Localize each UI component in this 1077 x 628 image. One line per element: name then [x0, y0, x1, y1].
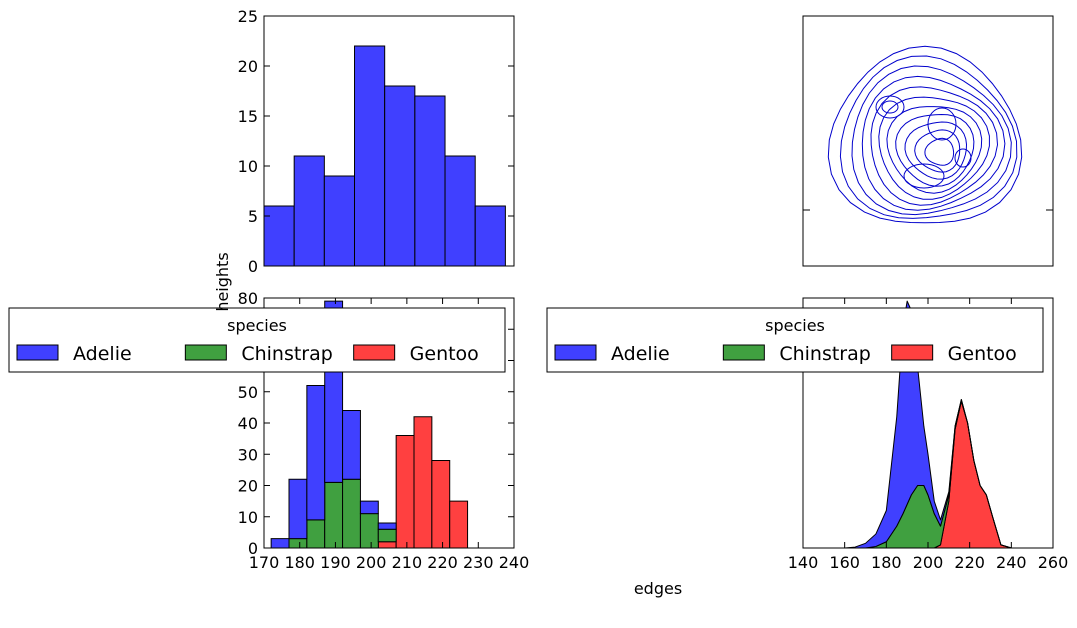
bottom-left-xtick-label-0: 170	[249, 553, 280, 572]
bottom-left-xtick-label-2: 190	[320, 553, 351, 572]
legend-title-bottom-left: species	[227, 316, 287, 335]
bar-chinstrap-5	[359, 513, 379, 549]
contour-peak-4	[903, 163, 945, 189]
contour-line-3	[861, 75, 1006, 211]
contour-line-6	[886, 106, 983, 194]
contour-line-2	[851, 65, 1012, 216]
legend-entry-gentoo-0: Gentoo	[410, 343, 479, 365]
bottom-left-xtick-label-1: 180	[284, 553, 315, 572]
legend-swatch-chinstrap-1	[722, 344, 765, 361]
bar-gentoo-6	[377, 541, 397, 549]
legend-swatch-chinstrap-0	[184, 344, 227, 361]
stacked-kde-bottom-right: 140 160 180 200 220 240 260	[788, 297, 1069, 572]
legend-entry-adelie-0: Adelie	[73, 343, 132, 365]
bar-top-left-2	[323, 175, 356, 267]
bar-chinstrap-1	[288, 538, 308, 549]
bar-adelie-6	[377, 522, 397, 530]
bottom-left-xtick-label-5: 220	[427, 553, 458, 572]
bar-gentoo-10	[449, 500, 469, 549]
bar-adelie-5	[359, 500, 379, 515]
bottom-left-xtick-label-7: 240	[499, 553, 530, 572]
contour-line-9	[914, 129, 961, 173]
bar-gentoo-7	[395, 435, 415, 549]
top-left-ytick-label-4: 20	[238, 57, 258, 76]
contour-peak-3	[954, 148, 972, 168]
kde-contour-top-right	[802, 15, 1054, 267]
contour-line-8	[904, 121, 968, 180]
top-left-ytick-label-5: 25	[238, 7, 258, 26]
contour-peak-1	[875, 95, 905, 119]
bottom-left-ytick-label-3: 30	[238, 445, 258, 464]
x-axis-label: edges	[634, 579, 682, 598]
contour-peak-0	[881, 100, 899, 114]
contour-line-4	[870, 86, 999, 206]
bar-top-left-3	[354, 45, 386, 267]
bottom-left-ytick-label-8: 80	[238, 289, 258, 308]
legend-entry-chinstrap-0: Chinstrap	[241, 343, 332, 365]
bottom-right-xtick-label-2: 180	[871, 553, 902, 572]
contour-line-0	[827, 45, 1023, 224]
bar-chinstrap-6	[377, 528, 397, 543]
legend-entry-adelie-1: Adelie	[611, 343, 670, 365]
bar-top-left-6	[444, 155, 476, 267]
contour-line-7	[895, 113, 975, 187]
top-left-ytick-label-0: 0	[248, 257, 258, 276]
bottom-right-xtick-label-3: 200	[913, 553, 944, 572]
contour-line-10	[924, 137, 955, 166]
top-left-ytick-label-3: 15	[238, 107, 258, 126]
legend-title-bottom-right: species	[765, 316, 825, 335]
bar-top-left-5	[414, 95, 446, 267]
legend-bottom-right: species Adelie Chinstrap Gentoo	[546, 307, 1044, 373]
bar-chinstrap-2	[306, 519, 326, 549]
axes-frame-bottom-right	[802, 297, 1054, 549]
y-axis-label: heights	[213, 252, 232, 311]
bar-gentoo-9	[431, 460, 451, 549]
legend-entry-chinstrap-1: Chinstrap	[779, 343, 871, 365]
bar-chinstrap-4	[342, 478, 361, 549]
bottom-left-xtick-label-3: 200	[356, 553, 387, 572]
bar-gentoo-8	[413, 416, 433, 549]
top-left-ytick-label-1: 5	[248, 207, 258, 226]
legend-swatch-adelie-0	[16, 344, 59, 361]
axes-frame-top-right	[802, 15, 1054, 267]
legend-frame-bottom-left	[8, 307, 506, 373]
bottom-left-ytick-label-1: 10	[238, 508, 258, 527]
legend-swatch-adelie-1	[554, 344, 597, 361]
legend-entry-gentoo-1: Gentoo	[948, 343, 1017, 365]
axes-frame-top-left	[263, 15, 515, 267]
legend-bottom-left: species Adelie Chinstrap Gentoo	[8, 307, 506, 373]
top-left-ytick-label-2: 10	[238, 157, 258, 176]
contour-lines	[827, 45, 1023, 224]
contour-peak-2	[927, 107, 957, 141]
bottom-right-xtick-label-1: 160	[829, 553, 860, 572]
bar-top-left-4	[384, 85, 416, 267]
bottom-right-xtick-label-6: 260	[1038, 553, 1069, 572]
contour-line-1	[839, 55, 1018, 219]
bottom-right-xtick-label-4: 220	[954, 553, 985, 572]
bar-adelie-0	[270, 538, 290, 549]
bottom-left-ytick-label-4: 40	[238, 414, 258, 433]
bottom-right-xtick-label-5: 240	[996, 553, 1027, 572]
bottom-left-xtick-label-6: 230	[463, 553, 494, 572]
bottom-right-xtick-label-0: 140	[788, 553, 819, 572]
bottom-left-ytick-label-0: 0	[248, 539, 258, 558]
bar-top-left-1	[293, 155, 325, 267]
bottom-left-xtick-label-4: 210	[392, 553, 423, 572]
bar-chinstrap-3	[324, 481, 344, 549]
bar-top-left-0	[263, 205, 295, 267]
bar-top-left-7	[474, 205, 506, 267]
legend-swatch-gentoo-0	[353, 344, 396, 361]
contour-line-5	[878, 96, 990, 200]
bottom-left-ytick-label-2: 20	[238, 477, 258, 496]
bar-adelie-2	[306, 385, 326, 521]
histogram-top-left: 0 5 10 15 20 25	[238, 7, 515, 276]
bottom-left-ytick-label-5: 50	[238, 383, 258, 402]
legend-swatch-gentoo-1	[891, 344, 934, 361]
axes-frame-bottom-left	[263, 297, 515, 549]
bar-adelie-4	[342, 410, 361, 480]
bar-adelie-1	[288, 478, 308, 540]
legend-frame-bottom-right	[546, 307, 1044, 373]
